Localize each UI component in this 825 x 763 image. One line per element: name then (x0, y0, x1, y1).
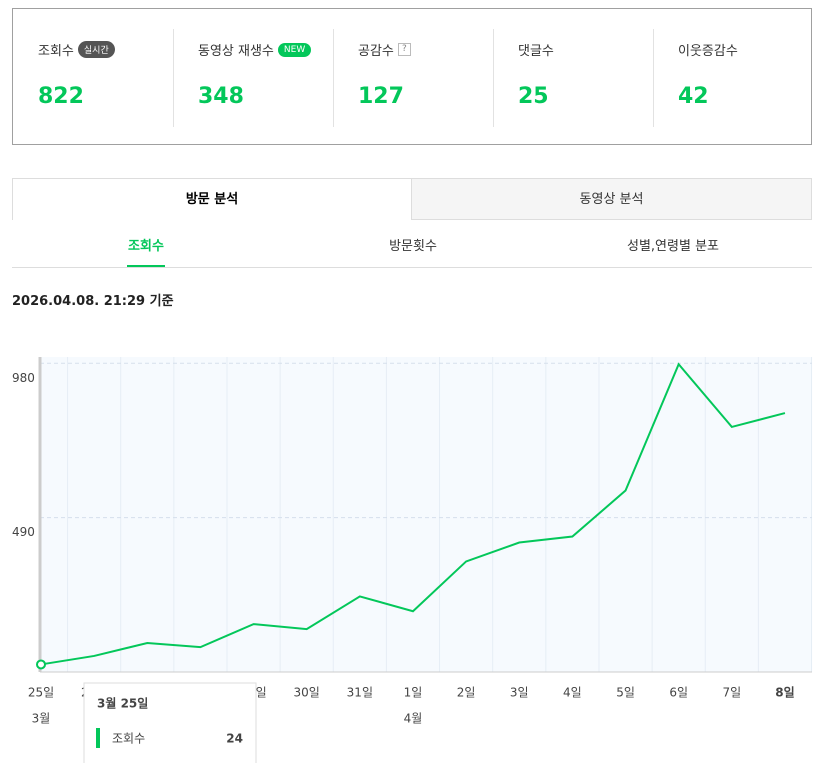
subtab[interactable]: 조회수 (128, 239, 164, 254)
stat-value: 348 (198, 84, 244, 109)
x-tick-label: 5일 (616, 686, 635, 700)
tab[interactable]: 방문 분석 (12, 178, 412, 220)
stat-value: 25 (518, 84, 549, 109)
help-icon[interactable]: ? (397, 43, 411, 56)
x-tick-label: 6일 (669, 686, 688, 700)
tooltip-title: 3월 25일 (97, 696, 148, 711)
tab[interactable]: 동영상 분석 (411, 178, 812, 220)
x-tick-label: 7일 (722, 686, 741, 700)
plot-background (40, 357, 812, 672)
hover-point (36, 659, 46, 670)
stat-label: 공감수 (358, 44, 394, 59)
x-tick-label: 3일 (510, 686, 529, 700)
y-tick-label: 490 (12, 525, 35, 539)
subtab[interactable]: 성별,연령별 분포 (627, 239, 719, 254)
x-tick-label: 8일 (775, 686, 794, 700)
stat: 조회수 실시간 822 (13, 9, 173, 144)
month-label: 4월 (404, 712, 423, 726)
x-tick-label: 1일 (404, 686, 423, 700)
y-tick-label: 980 (12, 371, 35, 385)
subtab[interactable]: 방문횟수 (389, 239, 437, 254)
stat-label: 조회수 (38, 44, 74, 59)
stat: 동영상 재생수 NEW 348 (173, 9, 333, 144)
timestamp: 2026.04.08. 21:29 기준 (12, 294, 174, 309)
x-tick-label: 31일 (347, 686, 373, 700)
stat-label: 동영상 재생수 (198, 44, 274, 59)
stat-value: 822 (38, 84, 84, 109)
x-tick-label: 25일 (28, 686, 54, 700)
tooltip-value: 24 (226, 732, 243, 746)
badge: NEW (277, 42, 312, 57)
x-tick-label: 4일 (563, 686, 582, 700)
tooltip-series: 조회수 (112, 732, 145, 746)
x-tick-label: 2일 (457, 686, 476, 700)
x-tick-label: 30일 (294, 686, 320, 700)
badge: 실시간 (77, 41, 115, 58)
stat: 댓글수 25 (493, 9, 653, 144)
stat-label: 이웃증감수 (678, 44, 738, 59)
stat: 이웃증감수 42 (653, 9, 813, 144)
divider (12, 267, 812, 268)
subtab-underline (127, 265, 165, 267)
series-line (40, 362, 786, 666)
stat-value: 42 (678, 84, 709, 109)
month-label: 3월 (32, 712, 51, 726)
stat-label: 댓글수 (518, 44, 554, 59)
tooltip-swatch (96, 728, 100, 748)
stat-value: 127 (358, 84, 404, 109)
stats-box: 조회수 실시간 822 동영상 재생수 NEW 348 공감수? 127 댓글수 2… (12, 8, 812, 145)
stat: 공감수? 127 (333, 9, 493, 144)
tooltip-box (83, 682, 257, 763)
